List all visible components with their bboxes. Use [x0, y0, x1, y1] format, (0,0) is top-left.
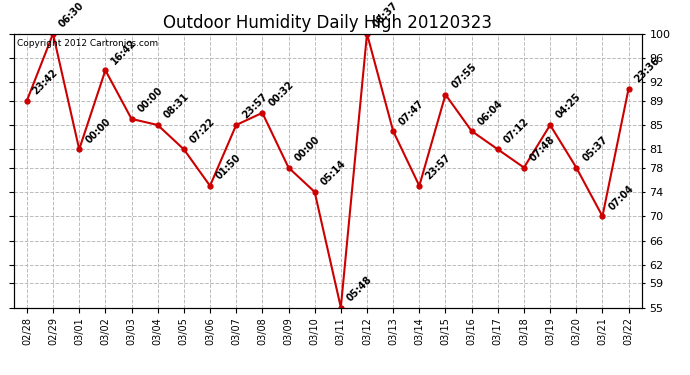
- Text: 07:04: 07:04: [607, 183, 635, 212]
- Text: 06:04: 06:04: [476, 98, 505, 127]
- Text: 16:42: 16:42: [110, 37, 139, 66]
- Text: 07:12: 07:12: [502, 116, 531, 145]
- Text: 00:00: 00:00: [293, 134, 322, 164]
- Text: 08:37: 08:37: [371, 0, 400, 30]
- Text: 23:57: 23:57: [424, 153, 453, 182]
- Text: 00:00: 00:00: [136, 86, 165, 115]
- Text: 01:50: 01:50: [214, 153, 243, 182]
- Text: 05:14: 05:14: [319, 159, 348, 188]
- Text: 05:48: 05:48: [345, 274, 374, 303]
- Text: 06:30: 06:30: [57, 1, 86, 30]
- Text: 00:32: 00:32: [266, 80, 295, 109]
- Text: 08:31: 08:31: [162, 92, 191, 121]
- Text: 07:22: 07:22: [188, 116, 217, 145]
- Text: 07:47: 07:47: [397, 98, 426, 127]
- Text: 00:00: 00:00: [83, 116, 112, 145]
- Text: 07:55: 07:55: [450, 62, 479, 90]
- Text: 05:37: 05:37: [580, 134, 609, 164]
- Text: 23:57: 23:57: [240, 92, 269, 121]
- Text: 23:42: 23:42: [31, 68, 60, 96]
- Title: Outdoor Humidity Daily High 20120323: Outdoor Humidity Daily High 20120323: [164, 14, 492, 32]
- Text: 04:25: 04:25: [554, 92, 583, 121]
- Text: 23:36: 23:36: [633, 56, 662, 84]
- Text: Copyright 2012 Cartronics.com: Copyright 2012 Cartronics.com: [17, 39, 158, 48]
- Text: 07:48: 07:48: [528, 134, 558, 164]
